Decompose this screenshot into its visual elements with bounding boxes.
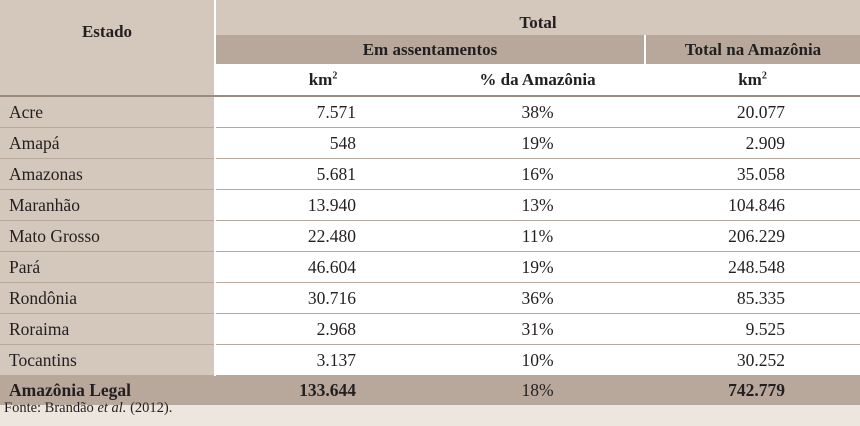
cell-pct: 16% bbox=[430, 158, 645, 190]
cell-km2: 3.137 bbox=[215, 344, 430, 376]
table-row: Maranhão 13.940 13% 104.846 bbox=[0, 189, 860, 221]
cell-estado: Roraima bbox=[0, 313, 216, 345]
cell-pct: 31% bbox=[430, 313, 645, 345]
data-table: Estado Total Em assentamentos Total na A… bbox=[0, 0, 860, 405]
cell-total: 30.252 bbox=[645, 344, 860, 376]
cell-estado: Amazonas bbox=[0, 158, 216, 190]
cell-total: 248.548 bbox=[645, 251, 860, 283]
cell-total: 85.335 bbox=[645, 282, 860, 314]
cell-km2: 548 bbox=[215, 127, 430, 159]
cell-km2: 5.681 bbox=[215, 158, 430, 190]
cell-estado: Tocantins bbox=[0, 344, 216, 376]
table-row: Roraima 2.968 31% 9.525 bbox=[0, 313, 860, 345]
cell-km2: 30.716 bbox=[215, 282, 430, 314]
cell-km2: 7.571 bbox=[215, 96, 430, 128]
cell-total: 206.229 bbox=[645, 220, 860, 252]
header-pct-amazonia: % da Amazônia bbox=[430, 64, 645, 97]
cell-total: 20.077 bbox=[645, 96, 860, 128]
cell-pct: 13% bbox=[430, 189, 645, 221]
table-total-row: Amazônia Legal 133.644 18% 742.779 bbox=[0, 375, 860, 405]
header-estado: Estado bbox=[0, 0, 216, 64]
table-row: Acre 7.571 38% 20.077 bbox=[0, 96, 860, 128]
cell-total: 104.846 bbox=[645, 189, 860, 221]
cell-km2: 133.644 bbox=[215, 375, 430, 405]
cell-estado: Maranhão bbox=[0, 189, 216, 221]
cell-km2: 46.604 bbox=[215, 251, 430, 283]
cell-km2: 22.480 bbox=[215, 220, 430, 252]
cell-estado: Acre bbox=[0, 96, 216, 128]
cell-total: 35.058 bbox=[645, 158, 860, 190]
cell-km2: 13.940 bbox=[215, 189, 430, 221]
table-row: Tocantins 3.137 10% 30.252 bbox=[0, 344, 860, 376]
table-row: Mato Grosso 22.480 11% 206.229 bbox=[0, 220, 860, 252]
header-total-na-amazonia: Total na Amazônia bbox=[643, 35, 860, 64]
header-total: Total bbox=[215, 0, 860, 35]
cell-total: 9.525 bbox=[645, 313, 860, 345]
table-row: Pará 46.604 19% 248.548 bbox=[0, 251, 860, 283]
table-body: Acre 7.571 38% 20.077 Amapá 548 19% 2.909 Amazon… bbox=[0, 96, 860, 405]
cell-pct: 10% bbox=[430, 344, 645, 376]
table-row: Amapá 548 19% 2.909 bbox=[0, 127, 860, 159]
table-row: Amazonas 5.681 16% 35.058 bbox=[0, 158, 860, 190]
header-estado-spacer bbox=[0, 64, 216, 97]
cell-total: 742.779 bbox=[645, 375, 860, 405]
header-em-assentamentos: Em assentamentos bbox=[215, 35, 645, 64]
cell-estado: Amapá bbox=[0, 127, 216, 159]
cell-pct: 18% bbox=[430, 375, 645, 405]
header-unit-km2: km2 bbox=[215, 64, 430, 97]
cell-pct: 36% bbox=[430, 282, 645, 314]
source-note: Fonte: Brandão et al. (2012). bbox=[4, 400, 173, 416]
table-row: Rondônia 30.716 36% 85.335 bbox=[0, 282, 860, 314]
cell-pct: 11% bbox=[430, 220, 645, 252]
cell-km2: 2.968 bbox=[215, 313, 430, 345]
cell-pct: 19% bbox=[430, 251, 645, 283]
header-unit-km2-total: km2 bbox=[645, 64, 860, 97]
cell-estado: Rondônia bbox=[0, 282, 216, 314]
cell-estado: Pará bbox=[0, 251, 216, 283]
cell-estado: Mato Grosso bbox=[0, 220, 216, 252]
cell-pct: 19% bbox=[430, 127, 645, 159]
cell-pct: 38% bbox=[430, 96, 645, 128]
cell-estado: Amazônia Legal bbox=[0, 375, 215, 405]
cell-total: 2.909 bbox=[645, 127, 860, 159]
